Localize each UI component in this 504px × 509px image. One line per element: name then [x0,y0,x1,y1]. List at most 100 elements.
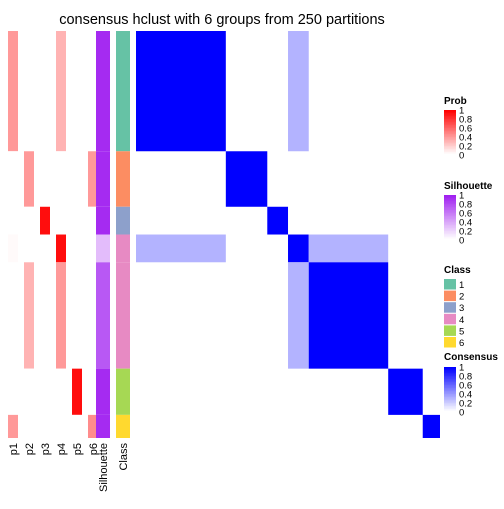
prob-cell-p5-group-1 [72,31,82,152]
consensus-legend-gradient-step [444,377,456,380]
prob-cell-p6-group-3 [88,206,98,235]
prob-cell-p6-group-6 [88,368,98,415]
prob-cell-p5-group-5 [72,262,82,369]
consensus-legend-gradient-step [444,400,456,403]
prob-cell-p6-group-7 [88,414,98,438]
column-label-p1: p1 [8,443,20,455]
silhouette-legend-gradient-step [444,195,456,198]
consensus-legend-gradient-step [444,379,456,382]
prob-legend-gradient-step [444,129,456,132]
column-label-p5: p5 [72,443,84,455]
prob-cell-p4-group-2 [56,151,66,207]
prob-legend-tick: 1 [459,106,464,117]
class-legend-swatch-1 [444,279,456,290]
column-label-p6: p6 [88,443,100,455]
prob-legend-gradient-step [444,113,456,116]
silhouette-cell-group-5 [96,262,110,369]
consensus-legend-gradient-step [444,394,456,397]
class-legend-swatch-5 [444,325,456,336]
silhouette-legend-tick: 0.4 [459,218,472,229]
silhouette-legend-tick: 0.2 [459,227,472,238]
prob-legend-tick: 0.6 [459,124,472,135]
prob-legend-gradient-step [444,153,456,156]
consensus-matrix [136,31,440,438]
prob-cell-p2-group-4 [24,234,34,263]
silhouette-legend-gradient-step [444,196,456,199]
silhouette-legend-gradient-step [444,202,456,205]
silhouette-legend-gradient-step [444,207,456,210]
prob-legend-tick: 0.8 [459,115,472,126]
prob-legend-tick: 0.2 [459,142,472,153]
prob-cell-p1-group-7 [8,414,18,438]
column-label-class: Class [118,443,130,471]
prob-cell-p1-group-2 [8,151,18,207]
prob-legend-gradient-step [444,114,456,117]
annotation-columns [8,31,130,438]
silhouette-legend-gradient-step [444,234,456,237]
prob-cell-p2-group-7 [24,414,34,438]
prob-cell-p4-group-3 [56,206,66,235]
prob-legend-gradient-step [444,137,456,140]
consensus-legend-gradient-step [444,371,456,374]
prob-cell-p3-group-1 [40,31,50,152]
silhouette-legend-gradient-step [444,211,456,214]
prob-cell-p5-group-3 [72,206,82,235]
consensus-legend-gradient-step [444,392,456,395]
consensus-legend-gradient-step [444,373,456,376]
class-legend-title: Class [444,265,471,276]
silhouette-legend-gradient-step [444,213,456,216]
consensus-block-1 [136,31,226,152]
prob-legend-gradient-step [444,120,456,123]
column-label-p3: p3 [40,443,52,455]
consensus-legend-gradient-step [444,389,456,392]
consensus-legend-gradient-step [444,374,456,377]
prob-cell-p4-group-4 [56,234,66,263]
prob-legend-gradient-step [444,116,456,119]
silhouette-legend-gradient-step [444,201,456,204]
silhouette-legend-gradient-step [444,199,456,202]
prob-cell-p2-group-3 [24,206,34,235]
consensus-legend-gradient-step [444,406,456,409]
column-label-p2: p2 [24,443,36,455]
silhouette-legend-gradient-step [444,231,456,234]
silhouette-legend-gradient-step [444,204,456,207]
prob-legend-tick: 0 [459,151,464,162]
silhouette-legend-gradient-step [444,237,456,240]
silhouette-legend-gradient-step [444,198,456,201]
prob-cell-p4-group-7 [56,414,66,438]
prob-cell-p3-group-4 [40,234,50,263]
consensus-legend-tick: 0.2 [459,399,472,410]
prob-legend-gradient-step [444,144,456,147]
class-cell-group-4 [116,234,130,263]
class-cell-group-1 [116,31,130,152]
consensus-legend-gradient-step [444,368,456,371]
class-cell-group-6 [116,368,130,415]
class-legend-label-1: 1 [459,280,464,291]
consensus-legend-gradient-step [444,395,456,398]
silhouette-legend-gradient-step [444,205,456,208]
prob-cell-p2-group-1 [24,31,34,152]
prob-cell-p1-group-3 [8,206,18,235]
prob-cell-p5-group-4 [72,234,82,263]
prob-legend-gradient-step [444,150,456,153]
silhouette-legend-tick: 0.8 [459,200,472,211]
consensus-block-11 [422,414,440,438]
consensus-legend-gradient-step [444,380,456,383]
prob-legend-gradient-step [444,122,456,125]
consensus-block-7 [308,234,389,263]
prob-cell-p2-group-2 [24,151,34,207]
prob-cell-p6-group-2 [88,151,98,207]
silhouette-legend-gradient-step [444,225,456,228]
prob-cell-p3-group-7 [40,414,50,438]
prob-legend-gradient-step [444,128,456,131]
prob-legend-gradient-step [444,119,456,122]
silhouette-cell-group-2 [96,151,110,207]
consensus-block-8 [288,262,309,369]
prob-cell-p6-group-4 [88,234,98,263]
silhouette-cell-group-1 [96,31,110,152]
consensus-legend-gradient-step [444,403,456,406]
prob-cell-p6-group-1 [88,31,98,152]
class-legend-swatch-2 [444,290,456,302]
consensus-legend-gradient-step [444,383,456,386]
class-legend-label-3: 3 [459,303,464,314]
